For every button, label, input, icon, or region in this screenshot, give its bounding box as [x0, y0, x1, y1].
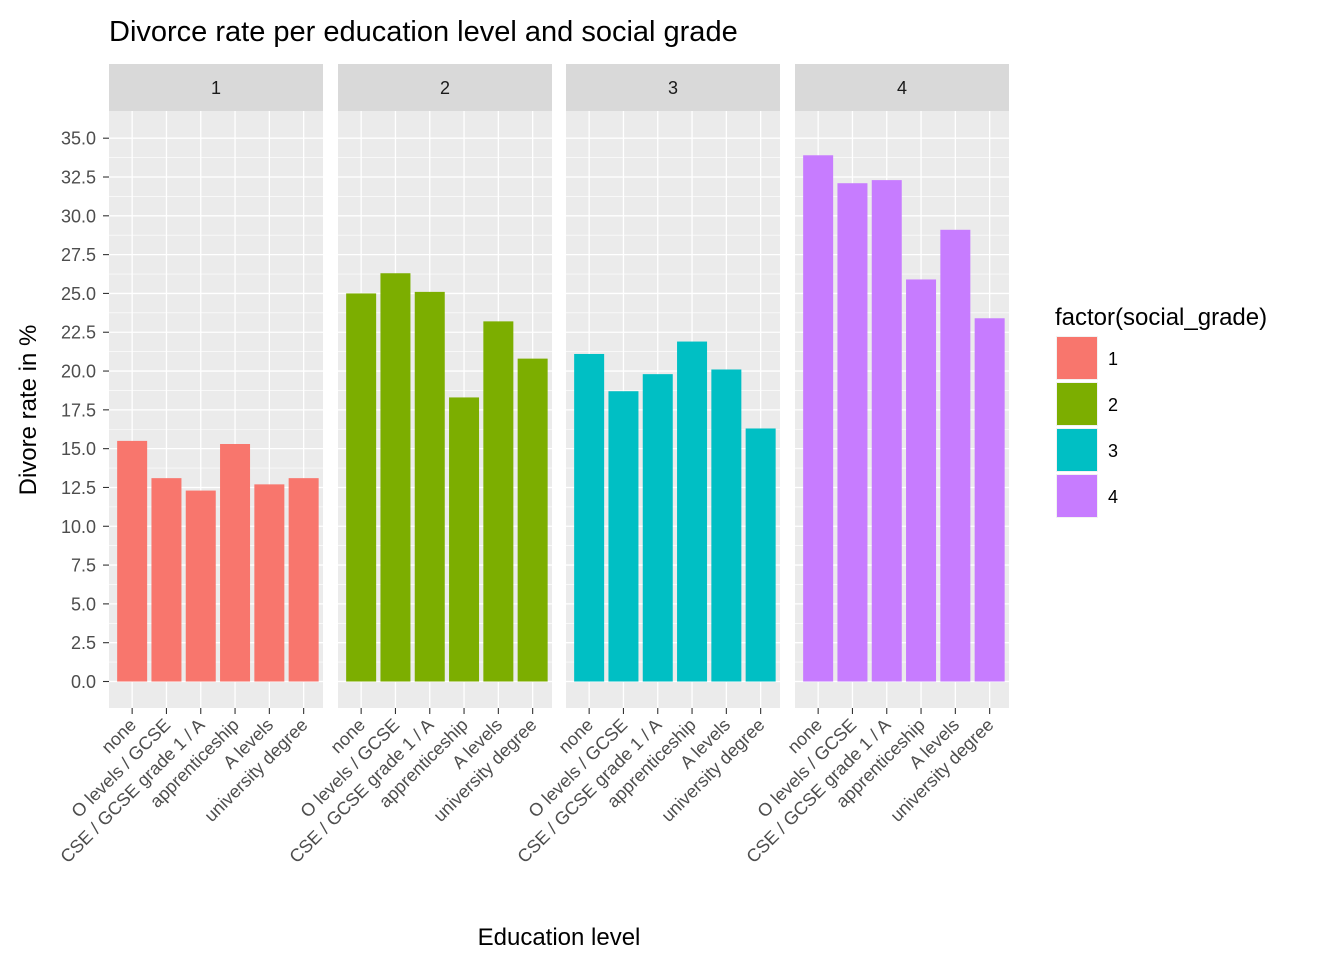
legend-label-3: 3 — [1108, 441, 1118, 461]
legend-items: 1 2 3 4 — [1056, 336, 1118, 518]
bar-3-5 — [711, 369, 742, 682]
legend-swatch-2 — [1057, 383, 1097, 425]
legend-label-2: 2 — [1108, 395, 1118, 415]
y-tick-label: 7.5 — [71, 556, 96, 576]
bar-2-6 — [517, 358, 548, 682]
facet-strip-label: 4 — [897, 78, 907, 98]
legend-swatch-4 — [1057, 475, 1097, 517]
y-tick-label: 12.5 — [61, 478, 96, 498]
bar-4-2 — [837, 183, 868, 682]
bar-1-5 — [254, 484, 285, 682]
y-tick-label: 20.0 — [61, 362, 96, 382]
y-tick-label: 25.0 — [61, 284, 96, 304]
bar-1-2 — [151, 478, 182, 682]
legend-label-1: 1 — [1108, 349, 1118, 369]
x-axis-title: Education level — [478, 924, 641, 951]
chart-title: Divorce rate per education level and soc… — [109, 16, 738, 48]
bar-4-5 — [940, 229, 971, 682]
y-tick-label: 22.5 — [61, 323, 96, 343]
bar-4-4 — [906, 279, 937, 682]
bar-1-1 — [117, 440, 148, 682]
bar-3-4 — [677, 341, 708, 682]
bar-2-2 — [380, 273, 411, 682]
legend-swatch-1 — [1057, 337, 1097, 379]
bar-3-2 — [608, 391, 639, 682]
x-tick-label: CSE / GCSE grade 1 / A — [513, 715, 665, 867]
y-tick-label: 35.0 — [61, 129, 96, 149]
x-tick-label: CSE / GCSE grade 1 / A — [742, 715, 894, 867]
y-tick-label: 17.5 — [61, 400, 96, 420]
y-axis: 0.0 2.5 5.0 7.5 10.0 12.5 15.0 17.5 20.0 22.5 25.0… — [61, 129, 109, 692]
bar-4-6 — [974, 318, 1005, 682]
bar-3-6 — [745, 428, 776, 682]
bar-2-3 — [414, 291, 445, 682]
legend-swatch-3 — [1057, 429, 1097, 471]
y-tick-label: 10.0 — [61, 517, 96, 537]
y-tick-label: 32.5 — [61, 168, 96, 188]
facet-strip — [566, 64, 780, 111]
x-tick-label: CSE / GCSE grade 1 / A — [56, 715, 208, 867]
bar-4-1 — [803, 155, 834, 682]
facet-strip — [795, 64, 1009, 111]
y-axis-title: Divore rate in % — [15, 325, 42, 496]
y-tick-label: 30.0 — [61, 206, 96, 226]
legend: factor(social_grade) 1 2 3 4 — [1055, 304, 1267, 518]
x-tick-label: CSE / GCSE grade 1 / A — [285, 715, 437, 867]
bar-1-4 — [220, 444, 251, 682]
bar-3-3 — [642, 374, 673, 682]
bar-3-1 — [574, 353, 605, 682]
y-tick-label: 27.5 — [61, 245, 96, 265]
bar-1-3 — [185, 490, 216, 682]
y-tick-label: 2.5 — [71, 633, 96, 653]
legend-label-4: 4 — [1108, 487, 1118, 507]
y-tick-label: 0.0 — [71, 672, 96, 692]
bar-2-4 — [449, 397, 480, 682]
facet-strip — [338, 64, 552, 111]
y-tick-label: 5.0 — [71, 594, 96, 614]
facet-strip — [109, 64, 323, 111]
bar-1-6 — [288, 478, 319, 682]
facet-strip-label: 1 — [211, 78, 221, 98]
y-tick-label: 15.0 — [61, 439, 96, 459]
facet-strip-label: 3 — [668, 78, 678, 98]
bar-4-3 — [871, 180, 902, 682]
bar-2-5 — [483, 321, 514, 682]
bar-2-1 — [346, 293, 377, 682]
legend-title: factor(social_grade) — [1055, 304, 1267, 331]
facet-strip-label: 2 — [440, 78, 450, 98]
